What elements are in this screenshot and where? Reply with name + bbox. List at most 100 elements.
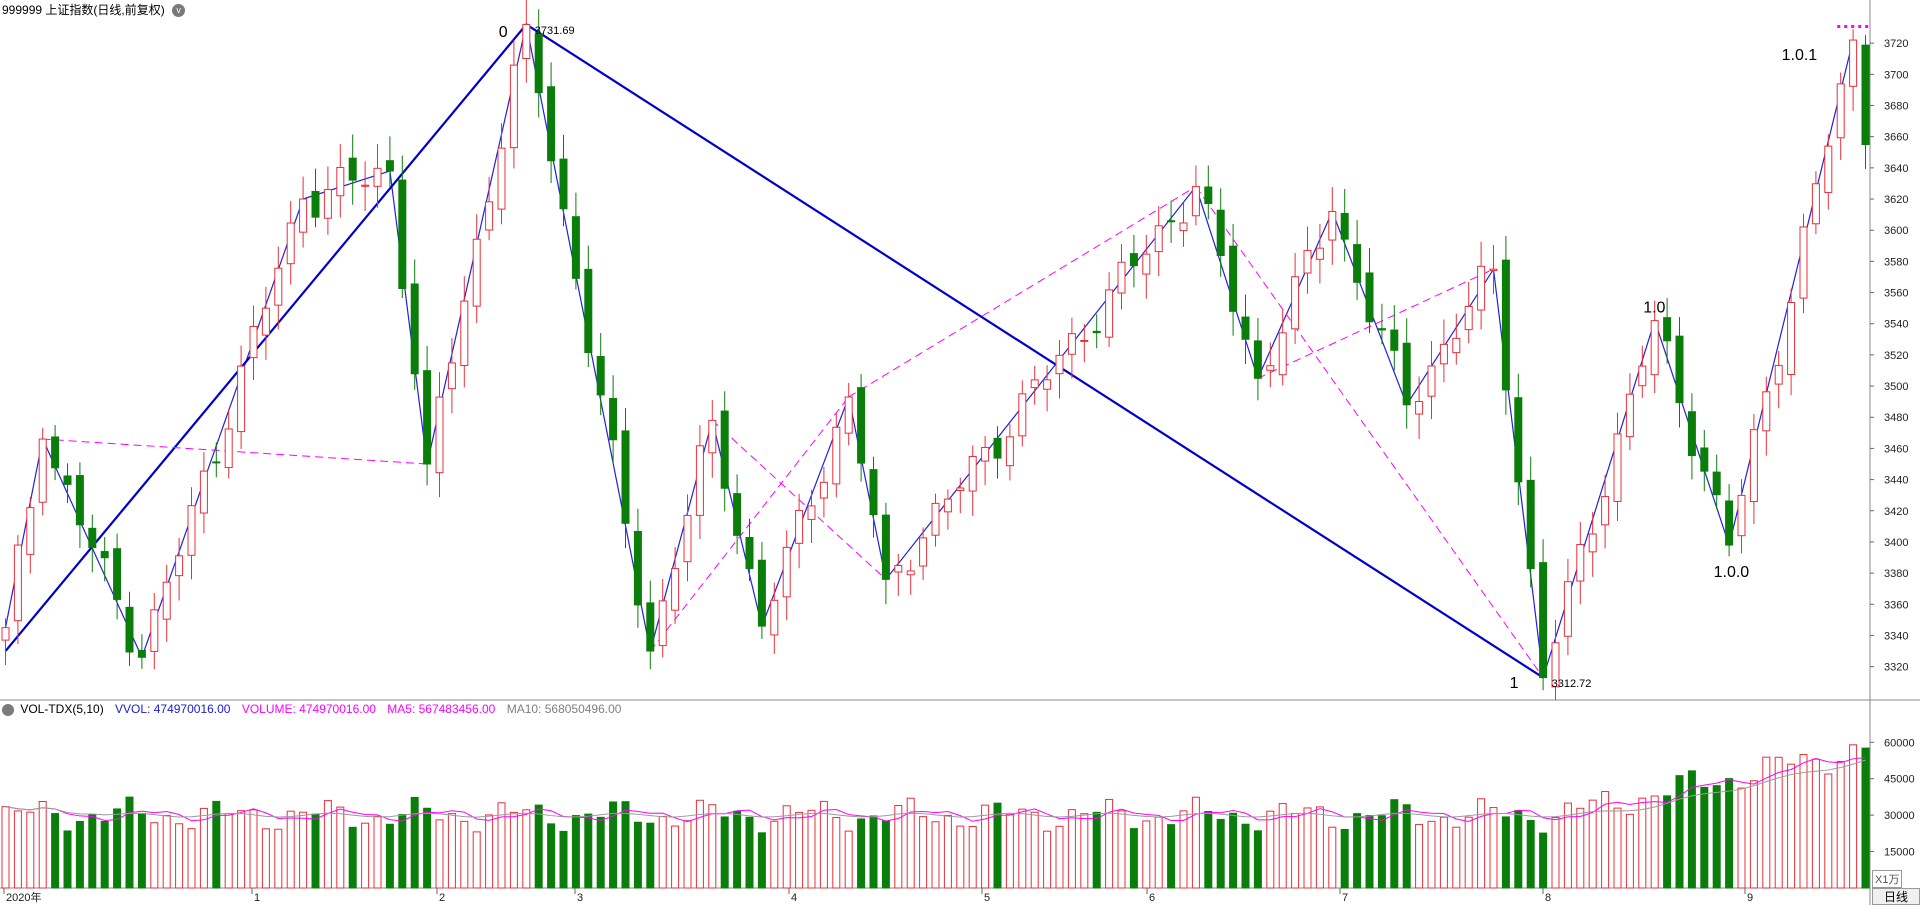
candle-body — [1687, 411, 1696, 457]
ma10-line — [5, 759, 1866, 818]
candle-body — [1253, 340, 1262, 379]
candle-body — [1167, 220, 1176, 223]
volume-bar — [150, 822, 159, 889]
candle-body — [361, 184, 370, 187]
dashed-link — [1195, 186, 1544, 678]
volume-bar — [1291, 813, 1300, 889]
volume-bar — [1576, 807, 1585, 889]
volume-bar — [993, 802, 1002, 889]
volume-bar — [237, 810, 246, 889]
volume-bar — [1117, 810, 1126, 889]
volume-bar — [1464, 816, 1473, 889]
volume-bar — [274, 828, 283, 889]
annotation-label: 1.0.0 — [1714, 564, 1750, 581]
candle-body — [1204, 186, 1213, 205]
volume-bar — [75, 820, 84, 889]
volume-indicator-header: VOL-TDX(5,10) VVOL: 474970016.00 VOLUME:… — [2, 702, 629, 716]
month-label: 8 — [1545, 892, 1551, 904]
month-label: 3 — [577, 892, 583, 904]
candles — [1, 0, 1870, 700]
volume-bar — [162, 814, 171, 889]
volume-bar — [199, 807, 208, 889]
vol-indicator-name: VOL-TDX(5,10) — [20, 702, 104, 716]
candle-body — [559, 158, 568, 210]
axis-labels: 3320 3340 3360 3380 3400 3420 3440 3460 3480 3500… — [3, 38, 1915, 904]
volume-bar — [1613, 807, 1622, 889]
period-tab[interactable]: 日线 — [1872, 888, 1920, 905]
dot-marker — [1837, 25, 1841, 28]
candle-body — [137, 649, 146, 658]
price-tick-label: 3360 — [1884, 599, 1908, 611]
volume-bar — [336, 806, 345, 889]
volume-bar — [1390, 799, 1399, 889]
volume-bar — [547, 823, 556, 889]
candle-body — [100, 551, 109, 559]
volume-bar — [931, 821, 940, 889]
volume-bar — [472, 831, 481, 889]
volume-bar — [1315, 806, 1324, 889]
candle-body — [113, 548, 122, 600]
volume-bar — [745, 816, 754, 889]
settings-circle-icon[interactable] — [2, 703, 14, 716]
candle-body — [1266, 365, 1275, 371]
candle-body — [26, 507, 35, 555]
candle-body — [844, 396, 853, 434]
volume-bar — [956, 825, 965, 889]
candle-body — [435, 396, 444, 474]
candle-body — [1303, 249, 1312, 274]
price-tick-label: 3400 — [1884, 537, 1908, 549]
volume-bar — [323, 800, 332, 889]
candle-body — [1663, 317, 1672, 342]
volume-bar — [1650, 795, 1659, 889]
candle-body — [571, 216, 580, 279]
month-label: 6 — [1149, 892, 1155, 904]
candle-body — [621, 430, 630, 524]
month-label: 4 — [791, 892, 797, 904]
candle-body — [522, 23, 531, 60]
candle-body — [1861, 44, 1870, 145]
candle-body — [1018, 393, 1027, 437]
volume-bar — [1266, 810, 1275, 889]
volume-bar — [1030, 811, 1039, 889]
candle-body — [237, 365, 246, 433]
volume-bar — [658, 815, 667, 889]
volume-bar — [398, 814, 407, 889]
candle-body — [125, 606, 134, 653]
candle-body — [1551, 642, 1560, 688]
volume-tick-label: 45000 — [1884, 774, 1915, 786]
chevron-down-icon[interactable]: v — [172, 4, 186, 18]
candle-body — [782, 546, 791, 598]
candle-body — [795, 509, 804, 544]
candle-body — [956, 487, 965, 492]
price-tick-label: 3700 — [1884, 69, 1908, 81]
candle-body — [460, 300, 469, 366]
candle-body — [1712, 471, 1721, 496]
volume-bar — [509, 811, 518, 889]
volume-bar — [1278, 803, 1287, 889]
candle-body — [708, 419, 717, 454]
volume-bar — [1725, 778, 1734, 889]
volume-bar — [1836, 761, 1845, 889]
volume-bar — [857, 818, 866, 889]
volume-bar — [1303, 807, 1312, 889]
price-tick-label: 3420 — [1884, 506, 1908, 518]
candle-body — [1514, 397, 1523, 483]
volume-bar — [869, 815, 878, 889]
volume-bar — [1588, 799, 1597, 889]
volume-bar — [1762, 756, 1771, 889]
volume-bar — [1625, 813, 1634, 889]
volume-bar — [1501, 816, 1510, 889]
price-tick-label: 3680 — [1884, 101, 1908, 113]
volume-bar — [1477, 798, 1486, 889]
candle-body — [212, 461, 221, 464]
volume-bar — [1365, 815, 1374, 889]
volume-bar — [757, 832, 766, 889]
candle-body — [1638, 365, 1647, 387]
candle-body — [398, 179, 407, 289]
candle-body — [1613, 433, 1622, 502]
candle-body — [733, 493, 742, 536]
candle-body — [596, 356, 605, 396]
candle-body — [1030, 379, 1039, 389]
candle-body — [373, 167, 382, 187]
